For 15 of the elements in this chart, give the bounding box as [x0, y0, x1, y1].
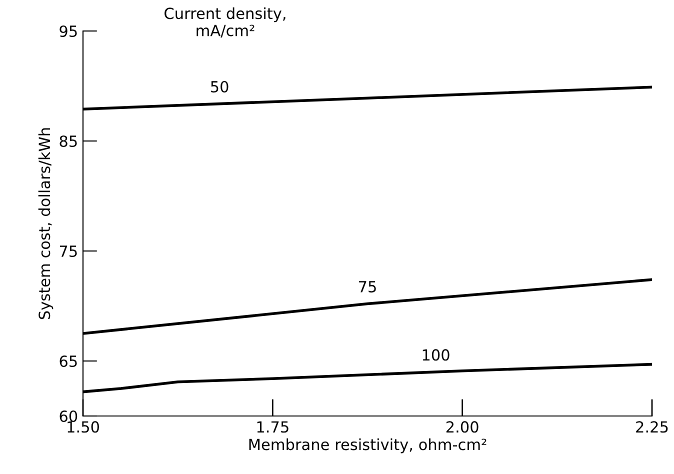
y-tick-label: 85: [60, 135, 77, 148]
x-axis-title: Membrane resistivity, ohm-cm²: [249, 438, 486, 454]
y-tick-label: 95: [60, 25, 77, 38]
series-label: 75: [359, 281, 376, 293]
x-tick-label: 2.00: [446, 421, 478, 433]
y-axis-title: System cost, dollars/kWh: [38, 128, 54, 320]
series-label: 50: [211, 80, 228, 93]
x-tick-label: 2.25: [636, 421, 668, 433]
y-tick-label: 65: [60, 355, 77, 368]
y-tick-label: 60: [60, 410, 78, 422]
x-tick-label: 1.50: [68, 421, 99, 433]
x-tick-label: 1.75: [257, 421, 288, 433]
legend-title: Current density, mA/cm²: [164, 7, 286, 38]
series-label: 100: [422, 349, 450, 361]
y-tick-label: 75: [60, 246, 77, 258]
